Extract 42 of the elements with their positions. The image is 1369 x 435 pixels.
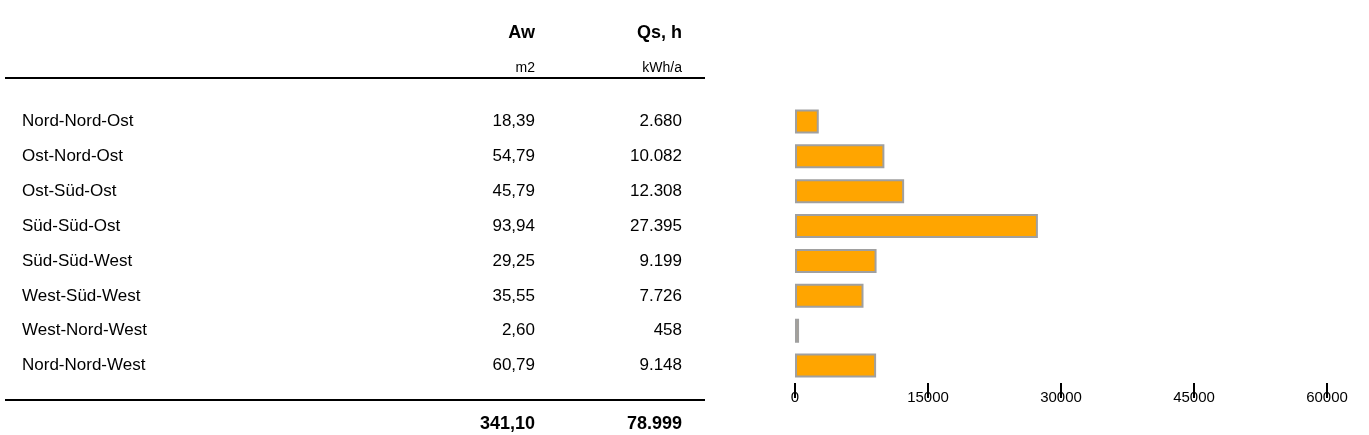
data-label: 10.082 <box>630 145 682 166</box>
text: Qs, h <box>636 22 682 42</box>
x-tick-label: 15000 <box>907 388 949 405</box>
text: kWh/a <box>642 58 682 77</box>
x-tick-label: 30000 <box>1040 388 1082 405</box>
text: 78.999 <box>626 413 682 433</box>
data-label: 7.726 <box>639 285 682 306</box>
data-label: 2,60 <box>501 320 535 341</box>
bar <box>795 353 877 378</box>
bar <box>795 109 819 134</box>
bar <box>795 144 885 169</box>
category-label: Süd-Süd-Ost <box>22 215 121 236</box>
data-label: 54,79 <box>492 145 535 166</box>
x-tick-label: 45000 <box>1173 388 1215 405</box>
x-tick-label: 60000 <box>1306 388 1348 405</box>
category-label: West-Süd-West <box>22 285 141 306</box>
bar <box>795 248 877 273</box>
data-label: 29,25 <box>492 250 535 271</box>
text: Aw <box>508 22 535 42</box>
bar <box>795 179 905 204</box>
bar <box>795 283 864 308</box>
data-label: 45,79 <box>492 180 535 201</box>
data-label: 60,79 <box>492 355 535 376</box>
category-label: Ost-Süd-Ost <box>22 180 117 201</box>
data-label: 9.148 <box>639 355 682 376</box>
text: m2 <box>515 58 535 77</box>
bar <box>795 318 800 343</box>
category-label: Ost-Nord-Ost <box>22 145 124 166</box>
bar <box>795 214 1038 239</box>
data-label: 93,94 <box>492 215 535 236</box>
data-label: 18,39 <box>492 111 535 131</box>
data-label: 35,55 <box>492 285 535 306</box>
data-label: 12.308 <box>630 180 682 201</box>
category-label: Nord-Nord-West <box>22 355 146 376</box>
category-label: Süd-Süd-West <box>22 250 133 271</box>
data-label: 458 <box>653 320 682 341</box>
category-label: Nord-Nord-Ost <box>22 111 134 131</box>
category-label: West-Nord-West <box>22 320 148 341</box>
text: 341,10 <box>479 413 535 433</box>
data-label: 9.199 <box>639 250 682 271</box>
data-label: 2.680 <box>639 111 682 131</box>
data-label: 27.395 <box>630 215 682 236</box>
